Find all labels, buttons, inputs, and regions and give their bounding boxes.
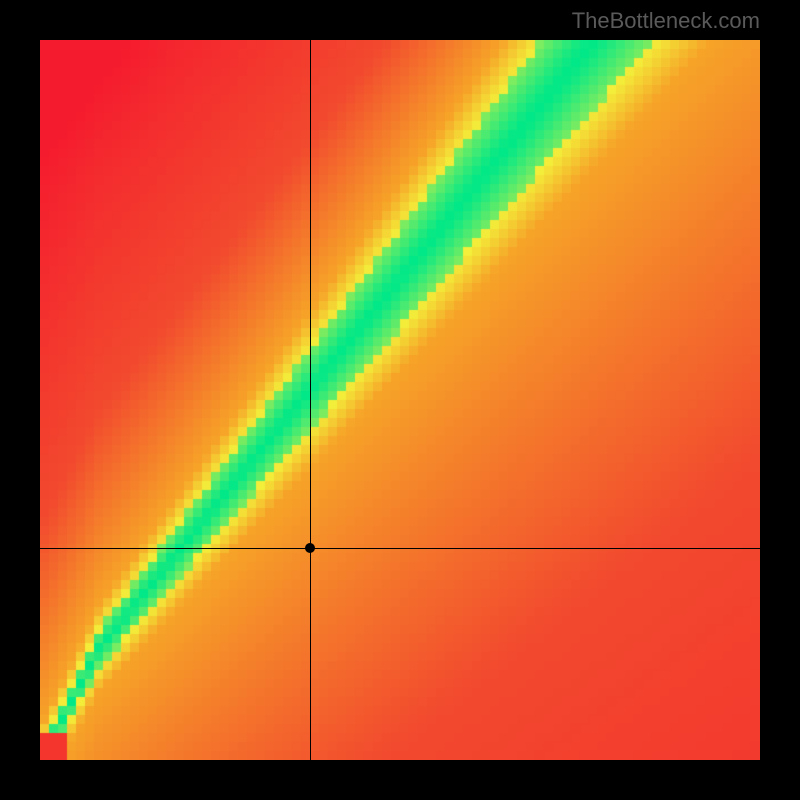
heatmap-plot: [40, 40, 760, 760]
watermark-text: TheBottleneck.com: [572, 8, 760, 34]
crosshair-vertical: [310, 40, 311, 760]
crosshair-marker: [305, 543, 315, 553]
crosshair-horizontal: [40, 548, 760, 549]
heatmap-canvas: [40, 40, 760, 760]
